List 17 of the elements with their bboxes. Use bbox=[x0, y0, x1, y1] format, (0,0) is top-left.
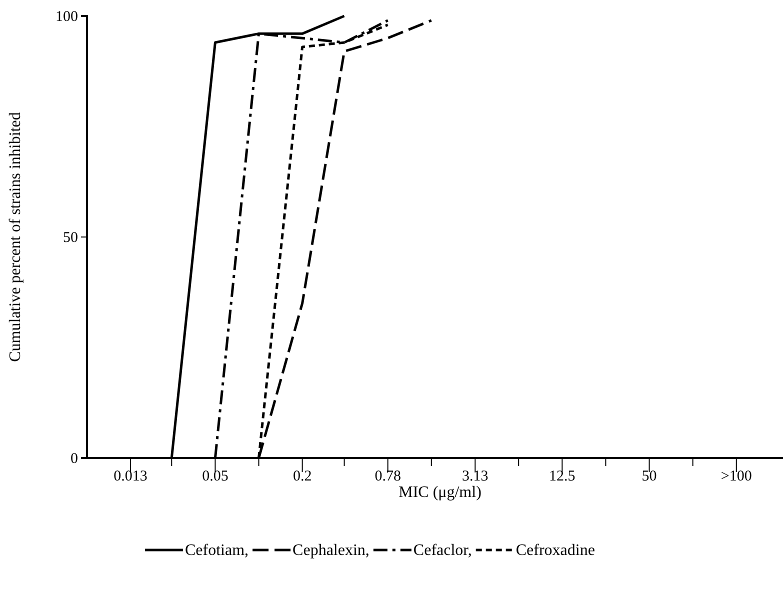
x-tick-label: 12.5 bbox=[549, 468, 576, 485]
y-tick-label: 0 bbox=[70, 450, 78, 467]
x-tick-label: 0.05 bbox=[202, 468, 228, 485]
x-tick-label: 50 bbox=[642, 468, 657, 485]
legend-label: Cephalexin, bbox=[292, 542, 370, 559]
legend-label: Cefotiam, bbox=[185, 542, 249, 559]
legend-label: Cefroxadine bbox=[516, 542, 595, 559]
y-tick-label: 100 bbox=[56, 8, 78, 25]
x-tick-label: >100 bbox=[720, 468, 752, 485]
y-tick-label: 50 bbox=[63, 230, 78, 246]
x-tick-label: 3.13 bbox=[462, 468, 488, 485]
x-tick-label: 0.78 bbox=[374, 468, 401, 485]
legend-label: Cefaclor, bbox=[413, 542, 472, 559]
y-axis-title: Cumulative percent of strains inhibited bbox=[7, 112, 24, 362]
x-tick-label: 0.013 bbox=[114, 468, 148, 485]
x-tick-label: 0.2 bbox=[292, 468, 312, 485]
x-axis-title: MIC (μg/ml) bbox=[398, 484, 482, 501]
